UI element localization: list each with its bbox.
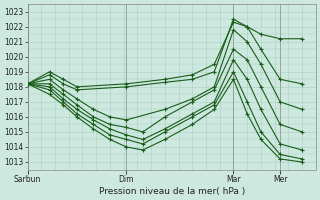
- X-axis label: Pression niveau de la mer( hPa ): Pression niveau de la mer( hPa ): [99, 187, 245, 196]
